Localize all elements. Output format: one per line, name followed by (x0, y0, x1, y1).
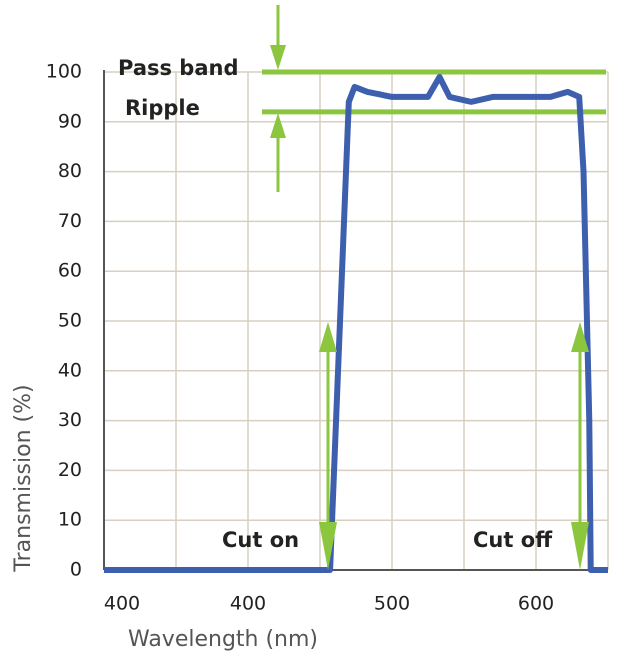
x-tick-label: 400 (230, 593, 266, 615)
y-tick-label: 40 (58, 359, 82, 381)
y-tick-label: 80 (58, 160, 82, 182)
y-tick-label: 0 (70, 559, 82, 581)
arrow-head (319, 322, 337, 352)
data-line (104, 73, 608, 573)
y-tick-label: 60 (58, 260, 82, 282)
arrow-head (571, 522, 589, 570)
arrow-head (270, 45, 286, 70)
annotation: Ripple (125, 96, 200, 120)
arrows (270, 5, 589, 570)
y-tick-label: 20 (58, 459, 82, 481)
arrow-head (571, 322, 589, 352)
x-tick-label: 500 (374, 593, 410, 615)
y-tick-label: 10 (58, 509, 82, 531)
arrow-head (270, 113, 286, 138)
annotation: Pass band (118, 56, 239, 80)
y-tick-label: 100 (46, 61, 82, 83)
grid (103, 70, 609, 571)
y-tick-label: 70 (58, 210, 82, 232)
x-tick-label: 400 (104, 593, 140, 615)
annotation: Cut on (222, 528, 299, 552)
x-axis-title: Wavelength (nm) (128, 627, 318, 652)
y-axis-title: Transmission (%) (11, 384, 36, 572)
arrow-head (319, 522, 337, 570)
y-tick-label: 90 (58, 110, 82, 132)
marks (104, 69, 608, 573)
y-tick-label: 50 (58, 310, 82, 332)
annotation: Cut off (473, 528, 553, 552)
y-tick-label: 30 (58, 409, 82, 431)
x-tick-label: 600 (518, 593, 554, 615)
